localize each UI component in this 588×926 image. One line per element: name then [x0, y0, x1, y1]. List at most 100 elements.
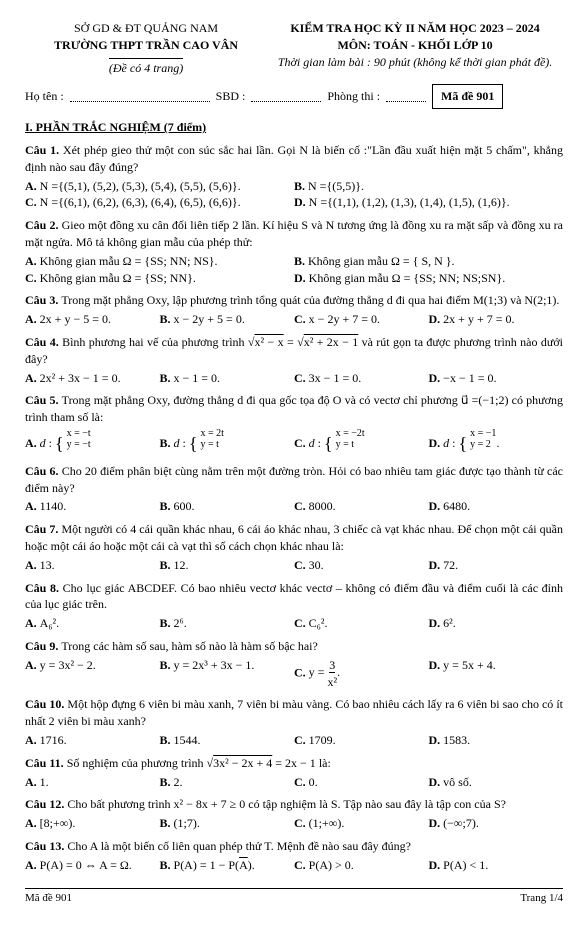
q2-c: Không gian mẫu Ω = {SS; NN}.: [40, 271, 196, 285]
q6-a: 1140.: [40, 499, 67, 513]
q12-text: Cho bất phương trình x² − 8x + 7 ≥ 0 có …: [67, 797, 506, 811]
question-1: Câu 1. Xét phép gieo thử một con súc sắc…: [25, 142, 563, 211]
q10-d: 1583.: [443, 733, 470, 747]
q2-b: Không gian mẫu Ω = { S, N }.: [308, 254, 455, 268]
page-footer: Mã đề 901 Trang 1/4: [25, 888, 563, 906]
q9-b: y = 2x³ + 3x − 1.: [174, 658, 255, 672]
q11-pre: Số nghiệm của phương trình: [67, 756, 207, 770]
question-3: Câu 3. Trong mặt phẳng Oxy, lập phương t…: [25, 292, 563, 328]
q9-d: y = 5x + 4.: [443, 658, 496, 672]
q4-c: 3x − 1 = 0.: [309, 371, 362, 385]
q12-c: (1;+∞).: [309, 816, 345, 830]
q7-c: 30.: [309, 558, 324, 572]
q9-c: y = 3x².: [309, 665, 340, 679]
question-12: Câu 12. Cho bất phương trình x² − 8x + 7…: [25, 796, 563, 832]
exam-title: KIỂM TRA HỌC KỲ II NĂM HỌC 2023 – 2024: [267, 20, 563, 37]
school-name: TRƯỜNG THPT TRẦN CAO VÂN: [25, 37, 267, 54]
q7-a: 13.: [40, 558, 55, 572]
q3-b: x − 2y + 5 = 0.: [174, 312, 245, 326]
room-field: [386, 91, 426, 102]
q12-d: (−∞;7).: [443, 816, 479, 830]
footer-page: Trang 1/4: [520, 891, 563, 906]
q10-b: 1544.: [174, 733, 201, 747]
subject: MÔN: TOÁN - KHỐI LỚP 10: [267, 37, 563, 54]
q11-post: là:: [319, 756, 331, 770]
q5-b: d : { x = 2ty = t: [174, 436, 224, 450]
q6-c: 8000.: [309, 499, 336, 513]
q13-a: P(A) = 0 ⇔ A = Ω.: [40, 858, 132, 872]
q3-d: 2x + y + 7 = 0.: [443, 312, 514, 326]
q3-text: Trong mặt phẳng Oxy, lập phương trình tổ…: [61, 293, 559, 307]
question-7: Câu 7. Một người có 4 cái quần khác nhau…: [25, 521, 563, 573]
q5-d: d : { x = −1y = 2.: [443, 436, 499, 450]
q13-c: P(A) > 0.: [309, 858, 354, 872]
q13-b: P(A) = 1 − P(A).: [174, 858, 255, 872]
student-info-row: Họ tên : SBD : Phòng thi : Mã đề 901: [25, 84, 563, 109]
department: SỞ GD & ĐT QUẢNG NAM: [25, 20, 267, 37]
question-5: Câu 5. Trong mặt phẳng Oxy, đường thẳng …: [25, 392, 563, 456]
header-left: SỞ GD & ĐT QUẢNG NAM TRƯỜNG THPT TRẦN CA…: [25, 20, 267, 76]
question-9: Câu 9. Trong các hàm số sau, hàm số nào …: [25, 638, 563, 690]
q4-pre: Bình phương hai vế của phương trình: [62, 335, 248, 349]
q1-d: N ={(1,1), (1,2), (1,3), (1,4), (1,5), (…: [309, 195, 510, 209]
q5-c: d : { x = −2ty = t: [309, 436, 365, 450]
q1-c: N ={(6,1), (6,2), (6,3), (6,4), (6,5), (…: [40, 195, 241, 209]
question-8: Câu 8. Cho lục giác ABCDEF. Có bao nhiêu…: [25, 580, 563, 632]
q11-c: 0.: [309, 775, 318, 789]
q1-b: N ={(5,5)}.: [308, 179, 364, 193]
question-6: Câu 6. Cho 20 điểm phân biệt cùng nằm tr…: [25, 463, 563, 515]
q5-text: Trong mặt phẳng Oxy, đường thẳng d đi qu…: [25, 393, 563, 424]
question-13: Câu 13. Cho A là một biến cố liên quan p…: [25, 838, 563, 874]
q13-d: P(A) < 1.: [443, 858, 488, 872]
room-label: Phòng thi :: [327, 88, 380, 105]
sbd-label: SBD :: [216, 88, 246, 105]
duration: Thời gian làm bài : 90 phút (không kể th…: [267, 54, 563, 71]
pages-note: (Đề có 4 trang): [25, 60, 267, 77]
q5-a: d : { x = −ty = −t: [40, 436, 91, 450]
q8-a: A₆².: [40, 616, 59, 630]
q7-d: 72.: [443, 558, 458, 572]
q4-b: x − 1 = 0.: [174, 371, 221, 385]
header: SỞ GD & ĐT QUẢNG NAM TRƯỜNG THPT TRẦN CA…: [25, 20, 563, 76]
q1-text: Xét phép gieo thử một con súc sắc hai lầ…: [25, 143, 563, 174]
q6-d: 6480.: [443, 499, 470, 513]
question-10: Câu 10. Một hộp đựng 6 viên bi màu xanh,…: [25, 696, 563, 748]
q8-d: 6².: [443, 616, 456, 630]
q11-a: 1.: [40, 775, 49, 789]
q3-a: 2x + y − 5 = 0.: [40, 312, 111, 326]
q3-c: x − 2y + 7 = 0.: [309, 312, 380, 326]
name-field: [70, 91, 210, 102]
q4-a: 2x² + 3x − 1 = 0.: [40, 371, 121, 385]
q12-b: (1;7).: [174, 816, 200, 830]
q1-label: Câu 1.: [25, 143, 63, 157]
q10-text: Một hộp đựng 6 viên bi màu xanh, 7 viên …: [25, 697, 563, 728]
header-right: KIỂM TRA HỌC KỲ II NĂM HỌC 2023 – 2024 M…: [267, 20, 563, 76]
exam-code: Mã đề 901: [432, 84, 503, 109]
q2-a: Không gian mẫu Ω = {SS; NN; NS}.: [40, 254, 218, 268]
q7-b: 12.: [174, 558, 189, 572]
q6-text: Cho 20 điểm phân biệt cùng nằm trên một …: [25, 464, 563, 495]
q10-a: 1716.: [40, 733, 67, 747]
q7-text: Một người có 4 cái quần khác nhau, 6 cái…: [25, 522, 563, 553]
question-2: Câu 2. Gieo một đồng xu cân đối liên tiế…: [25, 217, 563, 286]
q13-text: Cho A là một biến cố liên quan phép thử …: [67, 839, 411, 853]
footer-code: Mã đề 901: [25, 891, 72, 906]
q11-d: vô số.: [443, 775, 472, 789]
q1-a: N ={(5,1), (5,2), (5,3), (5,4), (5,5), (…: [40, 179, 241, 193]
q11-b: 2.: [174, 775, 183, 789]
q12-a: [8;+∞).: [40, 816, 76, 830]
q9-text: Trong các hàm số sau, hàm số nào là hàm …: [61, 639, 318, 653]
question-11: Câu 11. Số nghiệm của phương trình √3x² …: [25, 755, 563, 791]
name-label: Họ tên :: [25, 88, 64, 105]
q9-a: y = 3x² − 2.: [40, 658, 96, 672]
section-1-title: I. PHẦN TRẮC NGHIỆM (7 điểm): [25, 119, 563, 136]
q8-c: C₆².: [309, 616, 328, 630]
q2-text: Gieo một đồng xu cân đối liên tiếp 2 lần…: [25, 218, 563, 249]
question-4: Câu 4. Bình phương hai vế của phương trì…: [25, 334, 563, 386]
q8-text: Cho lục giác ABCDEF. Có bao nhiêu vectơ …: [25, 581, 563, 612]
q4-d: −x − 1 = 0.: [443, 371, 496, 385]
q6-b: 600.: [174, 499, 195, 513]
q2-d: Không gian mẫu Ω = {SS; NN; NS;SN}.: [309, 271, 506, 285]
q8-b: 2⁶.: [174, 616, 187, 630]
q10-c: 1709.: [309, 733, 336, 747]
